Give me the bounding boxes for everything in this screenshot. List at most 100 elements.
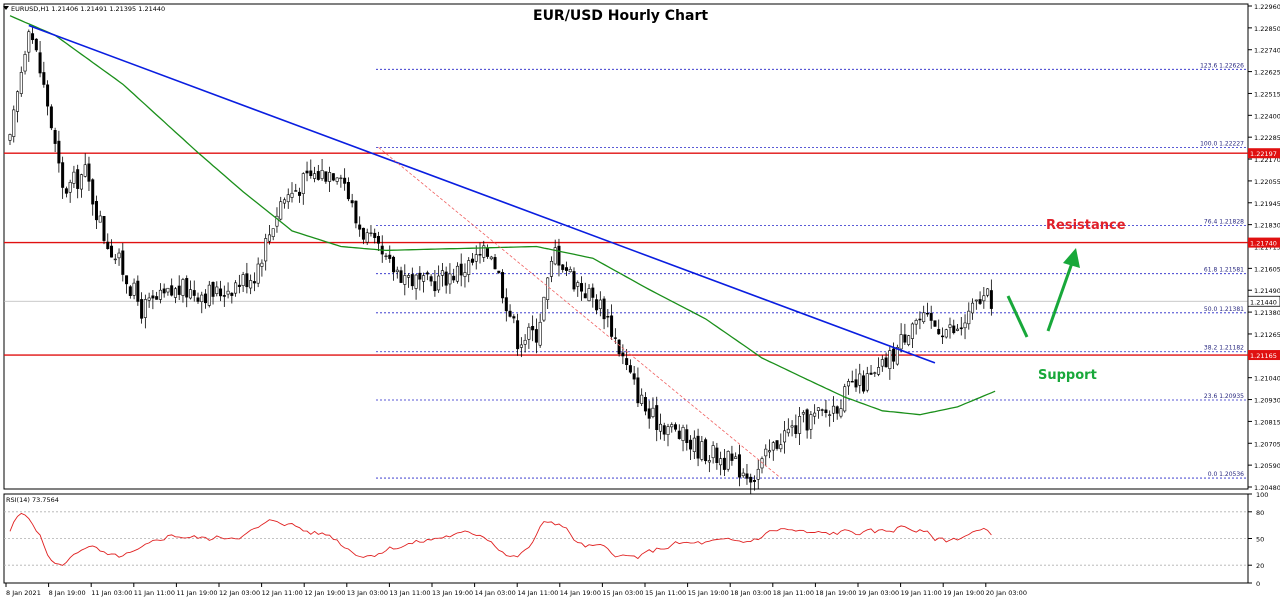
time-axis-label: 13 Jan 19:00	[432, 589, 473, 597]
time-axis-label: 11 Jan 11:00	[134, 589, 175, 597]
time-axis-label: 8 Jan 2021	[6, 589, 41, 597]
candle-body	[76, 169, 80, 189]
candle-body	[621, 352, 625, 357]
candle-body	[862, 375, 866, 392]
candle-body	[249, 280, 253, 289]
current-price-label: 1.21440	[1250, 298, 1277, 306]
candle-body	[234, 282, 238, 294]
candle-body	[512, 316, 516, 319]
candle-body	[564, 267, 568, 271]
time-axis-label: 20 Jan 03:00	[986, 589, 1027, 597]
candle-body	[779, 444, 783, 450]
candle-body	[170, 285, 174, 296]
candle-body	[516, 320, 520, 350]
candle-body	[373, 232, 377, 238]
candle-body	[493, 257, 497, 270]
candle-body	[125, 275, 129, 285]
candle-body	[196, 297, 200, 302]
candle-body	[418, 272, 422, 280]
symbol-dropdown-icon[interactable]	[3, 6, 9, 10]
candle-body	[730, 453, 734, 461]
candle-body	[752, 480, 756, 482]
bearish-trend-line[interactable]	[28, 24, 936, 364]
candle-body	[625, 358, 629, 366]
candle-body	[369, 232, 373, 235]
price-axis-label: 1.21830	[1254, 222, 1280, 230]
candle-body	[580, 283, 584, 292]
candle-body	[903, 334, 907, 343]
candle-body	[155, 296, 159, 300]
candle-body	[301, 173, 305, 194]
candle-body	[610, 315, 614, 337]
candle-body	[177, 285, 181, 295]
candle-body	[643, 397, 647, 412]
candle-body	[162, 288, 166, 294]
candle-body	[320, 170, 324, 179]
candle-body	[121, 250, 125, 275]
time-axis-label: 12 Jan 03:00	[219, 589, 260, 597]
candle-body	[200, 294, 204, 303]
candle-body	[828, 414, 832, 416]
candle-body	[117, 252, 121, 259]
candle-body	[275, 215, 279, 227]
candle-body	[147, 297, 151, 301]
candle-body	[636, 377, 640, 404]
price-axis-label: 1.22285	[1254, 134, 1280, 142]
price-axis-label: 1.22740	[1254, 47, 1280, 55]
candle-body	[143, 299, 147, 318]
up-arrow-shaft	[1046, 262, 1074, 332]
candle-body	[463, 272, 467, 277]
price-axis-label: 1.22850	[1254, 25, 1280, 33]
candle-body	[805, 409, 809, 431]
candle-body	[933, 320, 937, 327]
candle-body	[61, 162, 65, 188]
candle-body	[489, 256, 493, 260]
time-axis-label: 8 Jan 19:00	[49, 589, 86, 597]
candle-body	[110, 245, 114, 258]
candle-body	[692, 437, 696, 452]
down-swing-arrow	[1006, 295, 1029, 338]
candle-body	[452, 275, 456, 281]
candle-body	[681, 427, 685, 441]
time-axis-label: 14 Jan 03:00	[475, 589, 516, 597]
candle-body	[365, 232, 369, 243]
candle-body	[749, 476, 753, 483]
candle-body	[971, 302, 975, 314]
time-axis-label: 14 Jan 19:00	[560, 589, 601, 597]
candle-body	[568, 268, 572, 273]
time-axis-label: 12 Jan 11:00	[262, 589, 303, 597]
candle-body	[181, 279, 185, 296]
time-axis-label: 19 Jan 03:00	[858, 589, 899, 597]
candle-body	[23, 54, 27, 72]
candle-body	[734, 456, 738, 459]
candle-body	[241, 274, 245, 287]
price-axis-label: 1.21605	[1254, 265, 1280, 273]
candle-body	[865, 373, 869, 391]
candle-body	[313, 173, 317, 179]
candle-body	[94, 201, 98, 221]
rsi-axis-label: 20	[1256, 562, 1264, 570]
candle-body	[245, 273, 249, 288]
candle-body	[215, 286, 219, 294]
candle-body	[219, 288, 223, 297]
candle-body	[335, 177, 339, 182]
fib-level-label: 61.8 1.21581	[1204, 267, 1244, 274]
candle-body	[395, 269, 399, 273]
candle-body	[399, 270, 403, 283]
candle-body	[658, 423, 662, 432]
time-axis-label: 18 Jan 11:00	[773, 589, 814, 597]
price-axis-label: 1.20705	[1254, 440, 1280, 448]
candle-body	[820, 409, 824, 411]
candle-body	[64, 188, 68, 194]
candle-body	[944, 329, 948, 338]
price-axis-label: 1.22055	[1254, 178, 1280, 186]
chart-title: EUR/USD Hourly Chart	[533, 8, 708, 24]
candle-body	[57, 140, 61, 164]
candle-body	[813, 412, 817, 417]
candle-body	[222, 295, 226, 297]
candle-body	[497, 270, 501, 273]
candle-body	[899, 334, 903, 350]
candle-body	[192, 290, 196, 296]
